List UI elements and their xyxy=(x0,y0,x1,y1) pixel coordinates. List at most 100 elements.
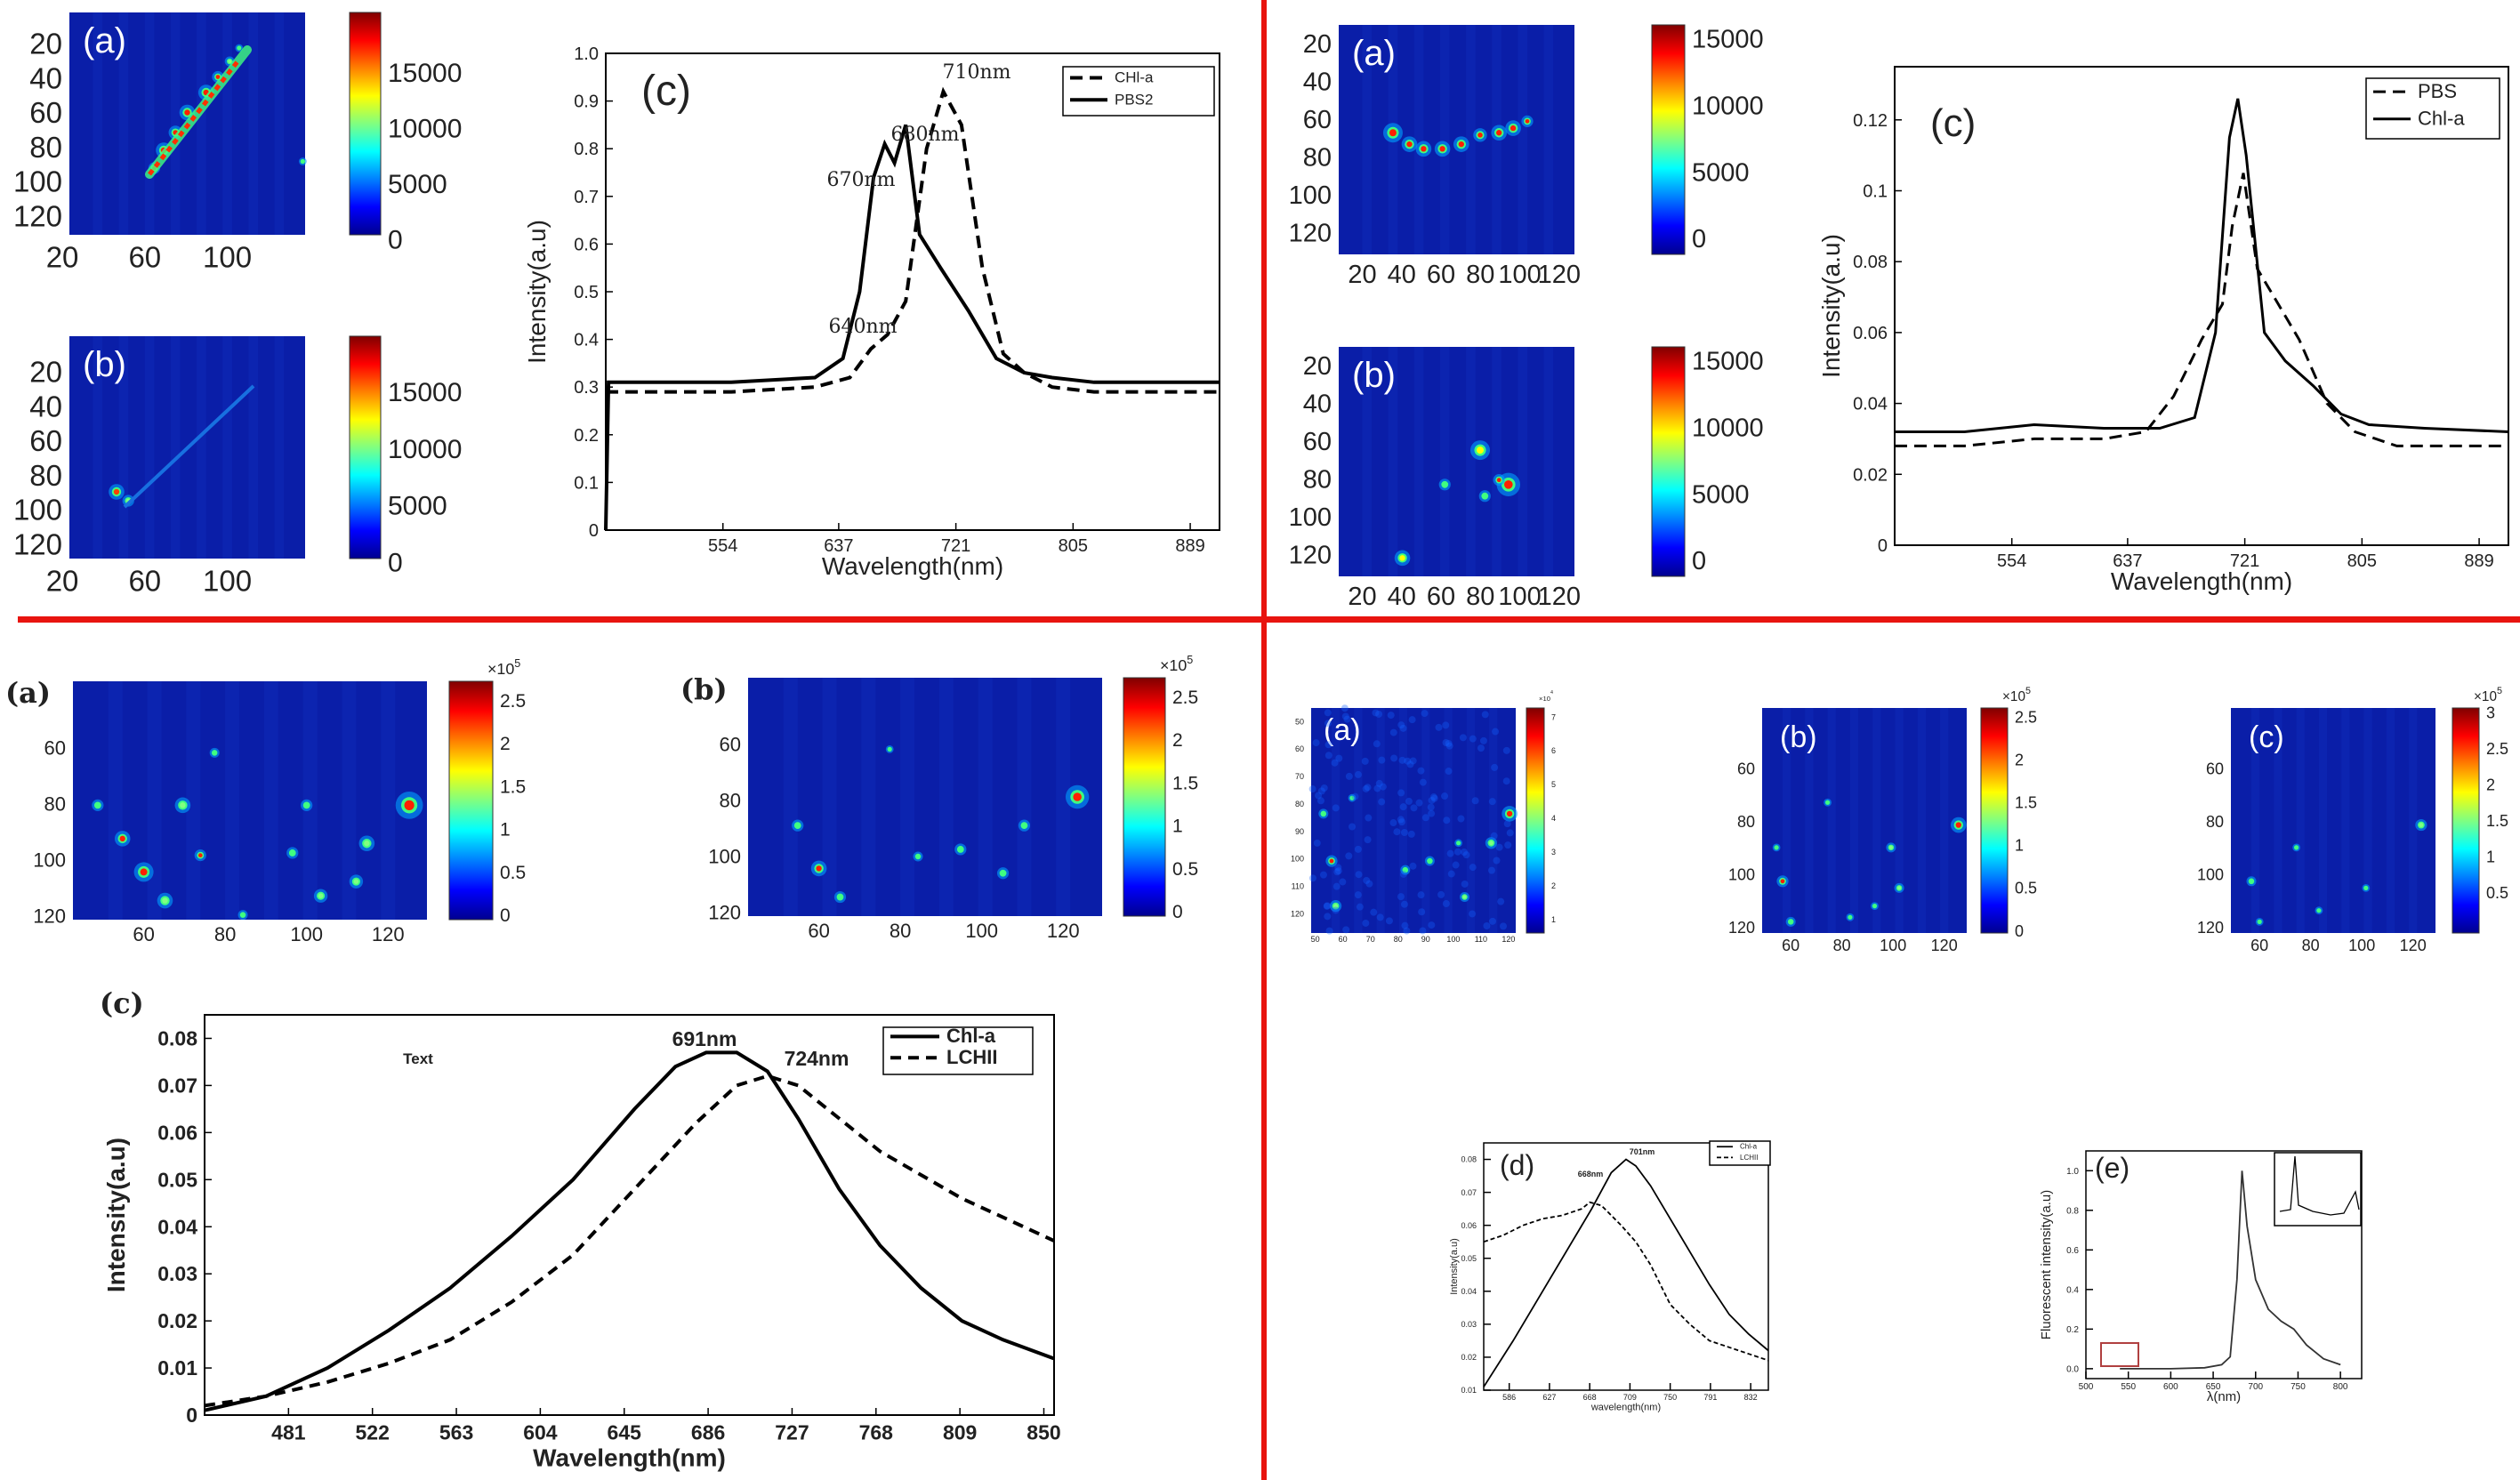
y-tick-label: 1.0 xyxy=(2066,1167,2079,1177)
panel-label: (b) xyxy=(1780,720,1817,754)
heatmap-x-tick: 60 xyxy=(2250,937,2268,954)
hotspot-core xyxy=(2419,823,2424,827)
series-line-chl-a xyxy=(1895,98,2509,433)
q4-heatmap-a-grain xyxy=(1362,784,1370,792)
q4-heatmap-a-grain xyxy=(1415,799,1423,807)
panel-label: (c) xyxy=(2249,720,2284,754)
hotspot-core xyxy=(2317,909,2321,913)
spectrum-peak-annotation: 701nm xyxy=(1630,1147,1655,1156)
hotspot-core xyxy=(1462,895,1467,899)
y-tick-label: 0 xyxy=(589,521,599,541)
q4-heatmap-a-grain xyxy=(1495,843,1503,851)
y-tick-label: 0.04 xyxy=(1461,1287,1477,1296)
y-tick-label: 0.12 xyxy=(1853,111,1888,131)
x-tick-label: 686 xyxy=(691,1421,725,1444)
hotspot-core xyxy=(1897,886,1902,890)
colorbar-tick: 0 xyxy=(500,905,511,926)
q4-heatmap-a-grain xyxy=(1316,797,1324,805)
x-tick-label: 563 xyxy=(439,1421,473,1444)
colorbar-tick: 1.5 xyxy=(2486,812,2508,830)
q4-heatmap-a: 50 60 70 80 90 100 110 120 50 60 70 80 90 100 110 120 (a… xyxy=(1291,690,1556,944)
colorbar xyxy=(1651,24,1686,255)
q4-heatmap-a-grain xyxy=(1421,814,1429,822)
q4-heatmap-a-grain xyxy=(1469,864,1477,872)
q4-heatmap-a-grain xyxy=(1488,917,1496,925)
x-axis-label: Wavelength(nm) xyxy=(2111,567,2292,595)
colorbar xyxy=(1980,707,2009,934)
colorbar-tick: 5 xyxy=(1551,780,1556,789)
colorbar-tick: 2.5 xyxy=(2486,740,2508,758)
x-tick-label: 721 xyxy=(941,536,970,556)
heatmap-background xyxy=(1339,347,1574,576)
colorbar xyxy=(448,680,494,921)
hotspot-core xyxy=(838,895,842,899)
q4-heatmap-a-grain xyxy=(1349,823,1357,831)
heatmap-y-tick: 120 xyxy=(1291,909,1304,918)
y-tick-label: 0.7 xyxy=(574,188,599,207)
hotspot-core xyxy=(1001,871,1005,876)
heatmap-streak xyxy=(2251,708,2260,933)
colorbar-tick: 2 xyxy=(1172,730,1183,751)
heatmap-streak xyxy=(1466,347,1476,576)
q4-heatmap-a-grain xyxy=(1446,849,1454,857)
heatmap-streak xyxy=(197,12,206,235)
heatmap-streak xyxy=(1444,708,1453,933)
heatmap-y-tick: 50 xyxy=(1295,717,1304,726)
q4-heatmap-a-grain xyxy=(1389,728,1397,736)
panel-label: (a) xyxy=(1352,34,1396,73)
q4-heatmap-a-grain xyxy=(1497,897,1505,905)
x-tick-label: 522 xyxy=(356,1421,390,1444)
hotspot-core xyxy=(304,802,310,808)
heatmap-y-tick: 40 xyxy=(1303,68,1332,96)
q4-heatmap-a-grain xyxy=(1459,734,1467,742)
heatmap-y-tick: 60 xyxy=(720,734,741,756)
q4-heatmap-a-grain xyxy=(1447,870,1455,878)
colorbar-tick: 10000 xyxy=(388,115,462,144)
hotspot-core xyxy=(1399,555,1405,561)
heatmap-y-tick: 60 xyxy=(29,424,62,457)
heatmap-streak xyxy=(1413,25,1424,254)
hotspot-core xyxy=(1477,446,1484,454)
heatmap-y-tick: 120 xyxy=(1289,542,1332,570)
heatmap-background xyxy=(2231,708,2435,933)
hotspot-core xyxy=(1442,482,1447,487)
q4-heatmap-a-grain xyxy=(1397,818,1405,826)
hotspot-core xyxy=(816,865,822,872)
q4-heatmap-a-grain xyxy=(1324,902,1332,910)
panel-label: (d) xyxy=(1500,1149,1534,1181)
heatmap-x-tick: 100 xyxy=(1498,583,1541,611)
q4-heatmap-a-grain xyxy=(1481,711,1489,719)
heatmap-y-tick: 40 xyxy=(29,61,62,94)
q1-heatmap-a-streak-core xyxy=(148,59,240,176)
q4-heatmap-a-grain xyxy=(1364,836,1372,844)
heatmap-streak xyxy=(1362,347,1373,576)
hotspot-core xyxy=(184,109,190,116)
q4-heatmap-a-grain xyxy=(1390,754,1398,762)
legend-entry: PBS2 xyxy=(1115,91,1153,108)
hotspot-core xyxy=(2258,920,2261,923)
heatmap-y-tick: 20 xyxy=(1303,352,1332,381)
heatmap-y-tick: 80 xyxy=(1295,800,1304,808)
heatmap-x-tick: 120 xyxy=(2400,937,2427,954)
x-tick-label: 889 xyxy=(1175,536,1204,556)
colorbar-tick: 0 xyxy=(1172,902,1183,922)
heatmap-streak xyxy=(783,678,798,916)
heatmap-streak xyxy=(822,678,837,916)
hotspot-core xyxy=(1329,858,1334,864)
colorbar-tick: 15000 xyxy=(1692,348,1764,376)
series-line-chl-a xyxy=(204,1050,1055,1412)
heatmap-streak xyxy=(381,681,396,920)
heatmap-y-tick: 120 xyxy=(13,199,62,232)
heatmap-y-tick: 80 xyxy=(29,459,62,492)
legend-entry: CHl-a xyxy=(1115,69,1154,86)
q4-heatmap-a-grain xyxy=(1408,716,1416,724)
plot-frame xyxy=(204,1014,1055,1416)
x-tick-label: 481 xyxy=(271,1421,306,1444)
heatmap-streak xyxy=(1917,708,1926,933)
q4-heatmap-a-grain xyxy=(1443,816,1451,824)
y-tick-label: 0.1 xyxy=(1863,181,1888,201)
vertical-divider xyxy=(1261,0,1267,1480)
heatmap-y-tick: 100 xyxy=(1289,503,1332,532)
heatmap-y-tick: 100 xyxy=(13,165,62,198)
